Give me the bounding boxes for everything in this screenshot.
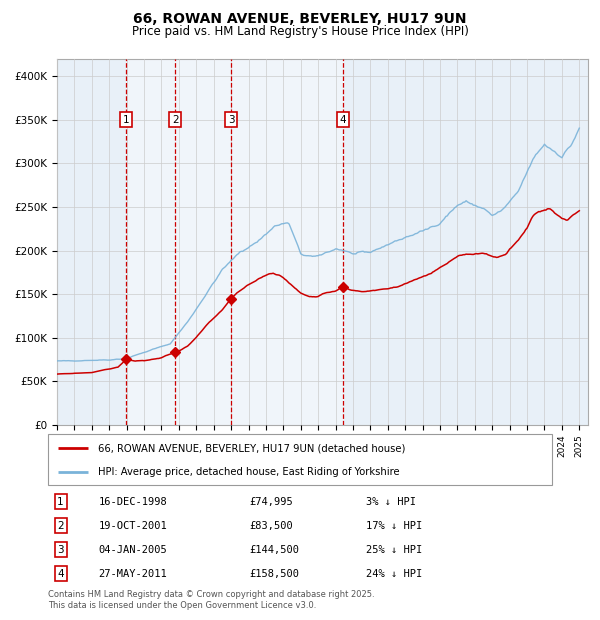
Text: 2: 2: [172, 115, 179, 125]
Text: 3: 3: [57, 545, 64, 555]
Text: Price paid vs. HM Land Registry's House Price Index (HPI): Price paid vs. HM Land Registry's House …: [131, 25, 469, 38]
Text: Contains HM Land Registry data © Crown copyright and database right 2025.
This d: Contains HM Land Registry data © Crown c…: [48, 590, 374, 609]
Text: 25% ↓ HPI: 25% ↓ HPI: [365, 545, 422, 555]
Text: 24% ↓ HPI: 24% ↓ HPI: [365, 569, 422, 579]
Text: 17% ↓ HPI: 17% ↓ HPI: [365, 521, 422, 531]
Text: 66, ROWAN AVENUE, BEVERLEY, HU17 9UN (detached house): 66, ROWAN AVENUE, BEVERLEY, HU17 9UN (de…: [98, 443, 406, 453]
Text: 4: 4: [340, 115, 346, 125]
Text: 3: 3: [228, 115, 235, 125]
FancyBboxPatch shape: [48, 434, 552, 485]
Text: 27-MAY-2011: 27-MAY-2011: [98, 569, 167, 579]
Text: 3% ↓ HPI: 3% ↓ HPI: [365, 497, 416, 507]
Text: £144,500: £144,500: [250, 545, 299, 555]
Text: 66, ROWAN AVENUE, BEVERLEY, HU17 9UN: 66, ROWAN AVENUE, BEVERLEY, HU17 9UN: [133, 12, 467, 27]
Text: 16-DEC-1998: 16-DEC-1998: [98, 497, 167, 507]
Text: £83,500: £83,500: [250, 521, 293, 531]
Text: 4: 4: [57, 569, 64, 579]
Text: £74,995: £74,995: [250, 497, 293, 507]
Text: HPI: Average price, detached house, East Riding of Yorkshire: HPI: Average price, detached house, East…: [98, 467, 400, 477]
Text: 19-OCT-2001: 19-OCT-2001: [98, 521, 167, 531]
Text: 04-JAN-2005: 04-JAN-2005: [98, 545, 167, 555]
Text: 2: 2: [57, 521, 64, 531]
Bar: [126, 59, 343, 425]
Text: 1: 1: [122, 115, 129, 125]
Text: 1: 1: [57, 497, 64, 507]
Text: £158,500: £158,500: [250, 569, 299, 579]
